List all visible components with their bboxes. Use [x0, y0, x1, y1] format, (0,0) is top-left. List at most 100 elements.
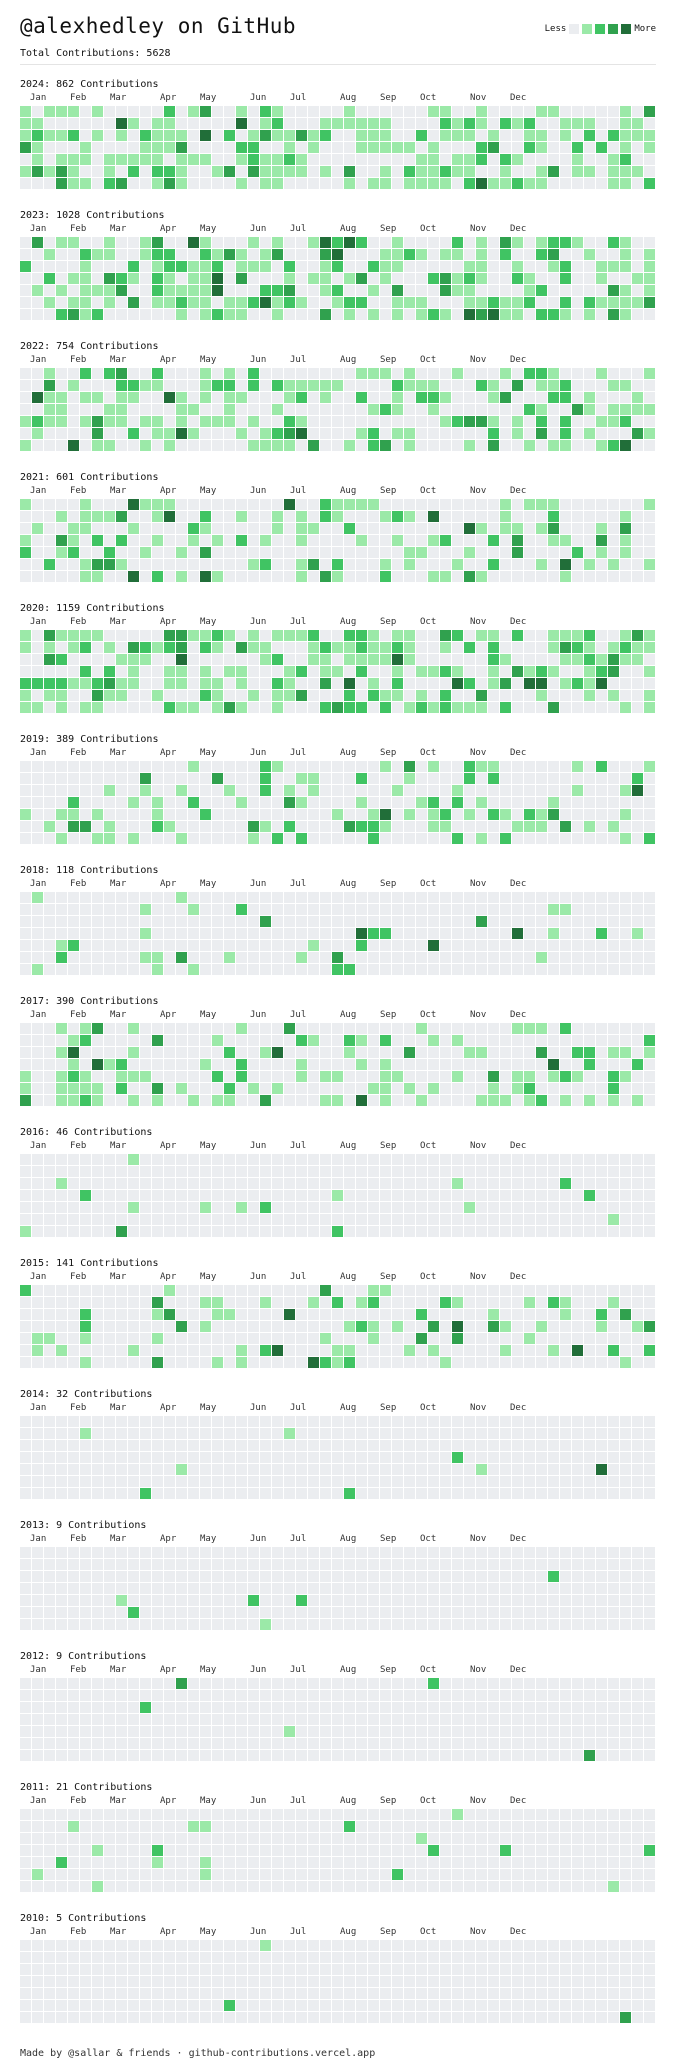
day-cell[interactable] [440, 523, 451, 534]
day-cell[interactable] [200, 285, 211, 296]
day-cell[interactable] [500, 1750, 511, 1761]
day-cell[interactable] [272, 785, 283, 796]
day-cell[interactable] [416, 1095, 427, 1106]
day-cell[interactable] [596, 535, 607, 546]
day-cell[interactable] [596, 1476, 607, 1487]
day-cell[interactable] [368, 690, 379, 701]
day-cell[interactable] [320, 1214, 331, 1225]
day-cell[interactable] [572, 261, 583, 272]
day-cell[interactable] [68, 1464, 79, 1475]
day-cell[interactable] [512, 916, 523, 927]
day-cell[interactable] [596, 1321, 607, 1332]
day-cell[interactable] [536, 821, 547, 832]
day-cell[interactable] [188, 1309, 199, 1320]
day-cell[interactable] [332, 1476, 343, 1487]
day-cell[interactable] [464, 392, 475, 403]
day-cell[interactable] [428, 809, 439, 820]
day-cell[interactable] [512, 785, 523, 796]
day-cell[interactable] [176, 1571, 187, 1582]
day-cell[interactable] [272, 940, 283, 951]
day-cell[interactable] [80, 237, 91, 248]
day-cell[interactable] [368, 1714, 379, 1725]
day-cell[interactable] [488, 678, 499, 689]
day-cell[interactable] [632, 916, 643, 927]
day-cell[interactable] [356, 1071, 367, 1082]
day-cell[interactable] [128, 273, 139, 284]
day-cell[interactable] [560, 571, 571, 582]
day-cell[interactable] [428, 273, 439, 284]
day-cell[interactable] [560, 178, 571, 189]
day-cell[interactable] [452, 249, 463, 260]
day-cell[interactable] [176, 511, 187, 522]
day-cell[interactable] [476, 1214, 487, 1225]
day-cell[interactable] [44, 297, 55, 308]
day-cell[interactable] [380, 380, 391, 391]
day-cell[interactable] [296, 297, 307, 308]
day-cell[interactable] [596, 1226, 607, 1237]
day-cell[interactable] [56, 1547, 67, 1558]
day-cell[interactable] [356, 273, 367, 284]
day-cell[interactable] [536, 1488, 547, 1499]
day-cell[interactable] [296, 833, 307, 844]
day-cell[interactable] [104, 678, 115, 689]
day-cell[interactable] [548, 666, 559, 677]
day-cell[interactable] [284, 1095, 295, 1106]
day-cell[interactable] [44, 547, 55, 558]
day-cell[interactable] [260, 1309, 271, 1320]
day-cell[interactable] [320, 666, 331, 677]
day-cell[interactable] [632, 404, 643, 415]
day-cell[interactable] [272, 166, 283, 177]
day-cell[interactable] [140, 237, 151, 248]
day-cell[interactable] [488, 249, 499, 260]
day-cell[interactable] [632, 821, 643, 832]
day-cell[interactable] [248, 1488, 259, 1499]
day-cell[interactable] [128, 678, 139, 689]
day-cell[interactable] [380, 797, 391, 808]
day-cell[interactable] [92, 1154, 103, 1165]
day-cell[interactable] [368, 761, 379, 772]
day-cell[interactable] [248, 1571, 259, 1582]
day-cell[interactable] [548, 1154, 559, 1165]
day-cell[interactable] [296, 261, 307, 272]
day-cell[interactable] [164, 1226, 175, 1237]
day-cell[interactable] [380, 892, 391, 903]
day-cell[interactable] [488, 892, 499, 903]
day-cell[interactable] [128, 1476, 139, 1487]
day-cell[interactable] [536, 1416, 547, 1427]
day-cell[interactable] [212, 1095, 223, 1106]
day-cell[interactable] [296, 928, 307, 939]
day-cell[interactable] [80, 559, 91, 570]
day-cell[interactable] [392, 178, 403, 189]
day-cell[interactable] [68, 1321, 79, 1332]
day-cell[interactable] [20, 1416, 31, 1427]
day-cell[interactable] [596, 404, 607, 415]
day-cell[interactable] [356, 535, 367, 546]
day-cell[interactable] [44, 1202, 55, 1213]
day-cell[interactable] [116, 511, 127, 522]
day-cell[interactable] [32, 1357, 43, 1368]
day-cell[interactable] [524, 690, 535, 701]
day-cell[interactable] [380, 904, 391, 915]
day-cell[interactable] [68, 1690, 79, 1701]
day-cell[interactable] [404, 654, 415, 665]
day-cell[interactable] [344, 809, 355, 820]
day-cell[interactable] [428, 1619, 439, 1630]
day-cell[interactable] [188, 654, 199, 665]
day-cell[interactable] [584, 1226, 595, 1237]
day-cell[interactable] [200, 1154, 211, 1165]
day-cell[interactable] [404, 440, 415, 451]
day-cell[interactable] [56, 678, 67, 689]
day-cell[interactable] [20, 1166, 31, 1177]
day-cell[interactable] [536, 654, 547, 665]
day-cell[interactable] [200, 559, 211, 570]
day-cell[interactable] [356, 237, 367, 248]
day-cell[interactable] [632, 1464, 643, 1475]
day-cell[interactable] [68, 1595, 79, 1606]
day-cell[interactable] [176, 559, 187, 570]
day-cell[interactable] [248, 1297, 259, 1308]
day-cell[interactable] [476, 1047, 487, 1058]
day-cell[interactable] [212, 285, 223, 296]
day-cell[interactable] [20, 297, 31, 308]
day-cell[interactable] [332, 1202, 343, 1213]
day-cell[interactable] [584, 237, 595, 248]
